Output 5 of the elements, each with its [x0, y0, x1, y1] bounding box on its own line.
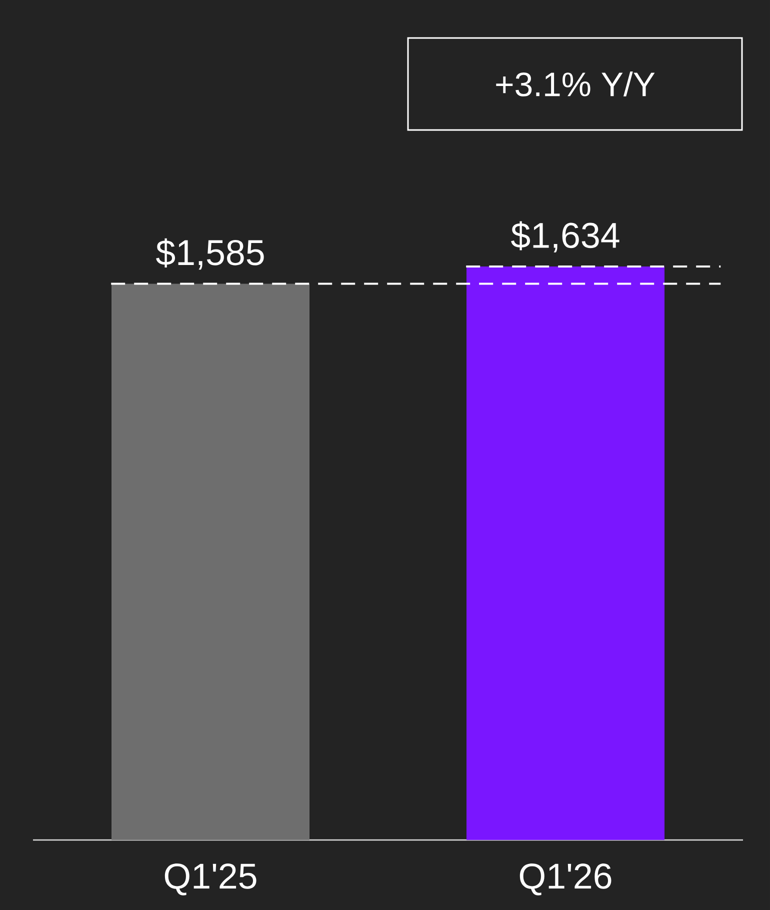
- data-label: $1,585: [156, 238, 264, 270]
- data-label: $1,634: [511, 221, 620, 252]
- x-tick-label: Q1'25: [164, 864, 256, 896]
- x-tick-label: Q1'26: [520, 864, 612, 896]
- text: +3.1% Y/Y: [496, 72, 655, 96]
